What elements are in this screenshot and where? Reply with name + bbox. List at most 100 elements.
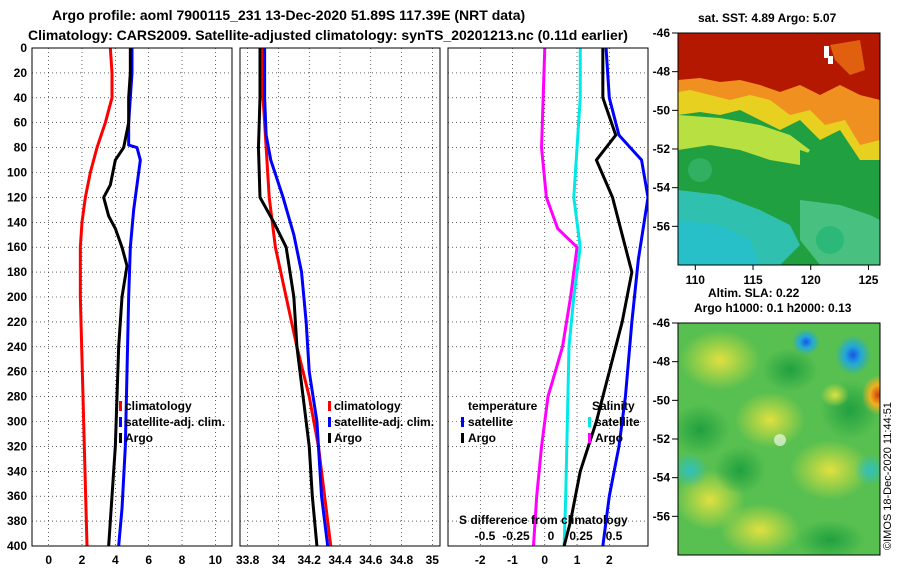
depth-tick-label: 260 bbox=[7, 365, 27, 379]
lat-tick-label: -50 bbox=[653, 103, 671, 117]
depth-tick-label: 220 bbox=[7, 315, 27, 329]
sst-map-image bbox=[678, 33, 880, 265]
legend3-temperature-heading: temperature bbox=[468, 399, 538, 413]
legend-swatch-argo bbox=[119, 433, 122, 443]
legend-swatch-climatology bbox=[119, 401, 122, 411]
salinity-frame bbox=[239, 47, 441, 547]
legend2-climatology: climatology bbox=[334, 399, 401, 413]
sla-map-image bbox=[678, 323, 880, 555]
temperature-tick-labels: 0 2 4 6 8 10 bbox=[45, 553, 222, 567]
depth-tick-label: 40 bbox=[14, 91, 28, 105]
x-tick-label: 6 bbox=[145, 553, 152, 567]
x-tick-label: 34.6 bbox=[359, 553, 383, 567]
sla-map-title: Altim. SLA: 0.22 bbox=[708, 286, 800, 300]
legend3-s-satellite: satellite bbox=[595, 415, 640, 429]
x-tick-label: 0 bbox=[45, 553, 52, 567]
x-tick-label: 2 bbox=[606, 553, 613, 567]
x-tick-label: 35 bbox=[426, 553, 440, 567]
depth-tick-label: 280 bbox=[7, 390, 27, 404]
argo-position-marker-2 bbox=[774, 434, 786, 446]
legend2-satellite: satellite-adj. clim. bbox=[334, 415, 434, 429]
lat-tick-label: -46 bbox=[653, 26, 671, 40]
lat-tick-label: -56 bbox=[653, 509, 671, 523]
sst-map-panel: sat. SST: 4.89 Argo: 5.07 -46 -48 -50 -52 -5… bbox=[653, 11, 881, 287]
depth-tick-labels: 0 20 40 60 80 100 120 140 160 180 200 220 240 260 280 3… bbox=[7, 41, 27, 553]
x-tick-label: 8 bbox=[179, 553, 186, 567]
lat-tick-label: -54 bbox=[653, 471, 671, 485]
salinity-lines bbox=[256, 48, 333, 546]
lat-tick-label: -46 bbox=[653, 316, 671, 330]
difference-legend: temperature satellite Argo Salinity sate… bbox=[461, 399, 640, 445]
x-tick-label: 2 bbox=[79, 553, 86, 567]
sla-map-panel: Altim. SLA: 0.22 Argo h1000: 0.1 h2000: … bbox=[653, 286, 894, 556]
salinity-tick-labels: 33.8 34 34.2 34.4 34.6 34.8 35 bbox=[236, 553, 439, 567]
depth-tick-label: 0 bbox=[20, 41, 27, 55]
s-difference-tick: 0.25 bbox=[569, 529, 593, 543]
sst-lat-ticks: -46 -48 -50 -52 -54 -56 bbox=[653, 26, 678, 233]
depth-tick-label: 120 bbox=[7, 190, 27, 204]
legend3-s-swatch-satellite bbox=[588, 417, 591, 427]
temperature-lines bbox=[78, 48, 142, 546]
imos-credit: ©IMOS 18-Dec-2020 11:44:51 bbox=[882, 402, 894, 550]
salinity-difference-ticks: -0.5 -0.25 0 0.25 0.5 bbox=[475, 529, 623, 543]
lon-tick-label: 125 bbox=[858, 273, 878, 287]
argo-position-marker bbox=[824, 46, 833, 64]
title-line-1: Argo profile: aoml 7900115_231 13-Dec-20… bbox=[52, 7, 525, 23]
depth-tick-label: 380 bbox=[7, 514, 27, 528]
difference-frame bbox=[447, 47, 649, 547]
depth-tick-label: 400 bbox=[7, 539, 27, 553]
difference-tick-labels: -2 -1 0 1 2 bbox=[475, 553, 613, 567]
series-line-argo bbox=[102, 48, 132, 546]
s-difference-tick: -0.25 bbox=[502, 529, 530, 543]
depth-tick-label: 200 bbox=[7, 290, 27, 304]
depth-tick-label: 20 bbox=[14, 66, 28, 80]
depth-tick-label: 60 bbox=[14, 116, 28, 130]
legend-climatology: climatology bbox=[125, 399, 192, 413]
x-tick-label: 34.8 bbox=[390, 553, 414, 567]
legend2-argo: Argo bbox=[334, 431, 362, 445]
lat-tick-label: -54 bbox=[653, 181, 671, 195]
series-line-satellite-adj-clim- bbox=[263, 48, 330, 546]
legend3-t-satellite: satellite bbox=[468, 415, 513, 429]
salinity-grid bbox=[240, 48, 440, 546]
lat-tick-label: -56 bbox=[653, 219, 671, 233]
s-difference-tick: 0 bbox=[548, 529, 555, 543]
temperature-panel: 0204060801001201401601802002202402602803… bbox=[7, 41, 233, 567]
depth-tick-label: 320 bbox=[7, 439, 27, 453]
legend-satellite: satellite-adj. clim. bbox=[125, 415, 225, 429]
x-tick-label: -1 bbox=[507, 553, 518, 567]
legend2-swatch-climatology bbox=[328, 401, 331, 411]
lat-tick-label: -50 bbox=[653, 393, 671, 407]
lat-tick-label: -52 bbox=[653, 142, 671, 156]
depth-tick-label: 100 bbox=[7, 166, 27, 180]
lon-tick-label: 110 bbox=[686, 273, 706, 287]
series-line-salinity-argo bbox=[562, 48, 634, 546]
lat-tick-label: -52 bbox=[653, 432, 671, 446]
series-line-climatology bbox=[78, 48, 114, 546]
depth-tick-label: 80 bbox=[14, 141, 28, 155]
legend3-salinity-heading: Salinity bbox=[592, 399, 635, 413]
sst-map-title: sat. SST: 4.89 Argo: 5.07 bbox=[698, 11, 837, 25]
depth-tick-label: 360 bbox=[7, 489, 27, 503]
lat-tick-label: -48 bbox=[653, 355, 671, 369]
difference-grid bbox=[448, 48, 648, 546]
x-tick-label: 4 bbox=[112, 553, 119, 567]
legend-argo: Argo bbox=[125, 431, 153, 445]
legend3-t-argo: Argo bbox=[468, 431, 496, 445]
depth-tick-label: 180 bbox=[7, 265, 27, 279]
temperature-frame bbox=[31, 47, 233, 547]
sla-lat-ticks: -46 -48 -50 -52 -54 -56 bbox=[653, 316, 678, 523]
depth-tick-label: 140 bbox=[7, 215, 27, 229]
depth-tick-label: 240 bbox=[7, 340, 27, 354]
x-tick-label: 10 bbox=[209, 553, 223, 567]
legend3-s-swatch-argo bbox=[588, 433, 591, 443]
depth-tick-label: 160 bbox=[7, 240, 27, 254]
s-difference-tick: 0.5 bbox=[606, 529, 623, 543]
depth-tick-label: 300 bbox=[7, 415, 27, 429]
legend2-swatch-satellite bbox=[328, 417, 331, 427]
sst-lon-ticks: 110 115 120 125 bbox=[686, 265, 879, 287]
legend3-s-argo: Argo bbox=[595, 431, 623, 445]
series-line-salinity-satellite bbox=[601, 48, 648, 546]
legend3-t-swatch-argo bbox=[461, 433, 464, 443]
